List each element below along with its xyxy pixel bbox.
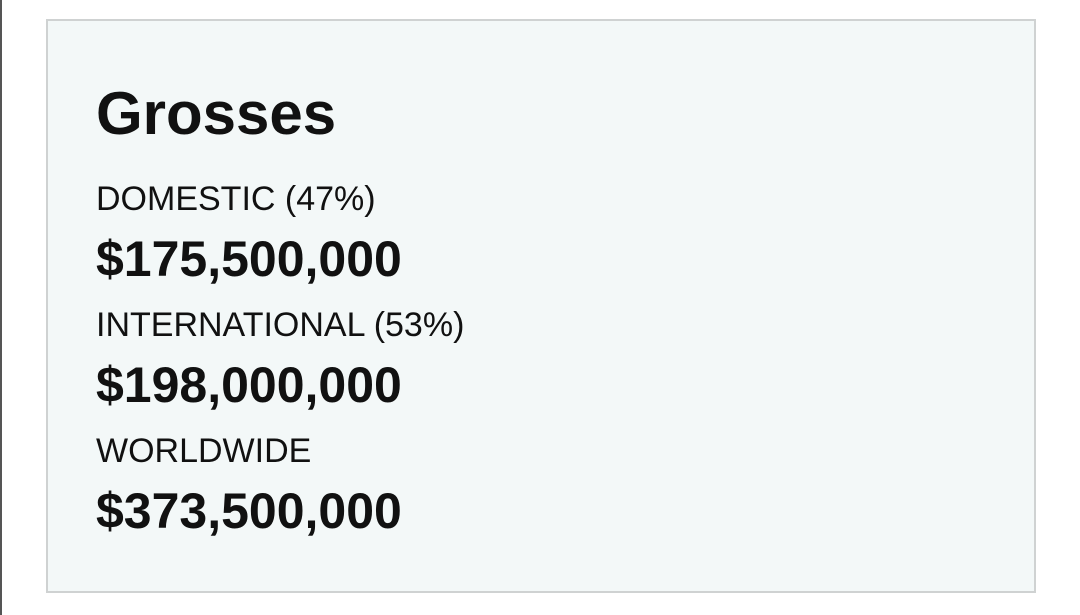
gross-value: $175,500,000 [96,231,402,287]
gross-value: $373,500,000 [96,483,402,539]
gross-value: $198,000,000 [96,357,402,413]
panel-title: Grosses [96,80,337,147]
gross-label: DOMESTIC (47%) [96,180,376,218]
grosses-panel: Grosses DOMESTIC (47%) $175,500,000 INTERN… [46,19,1036,593]
gross-label: WORLDWIDE [96,432,312,470]
window-edge [0,0,2,615]
gross-label: INTERNATIONAL (53%) [96,306,465,344]
